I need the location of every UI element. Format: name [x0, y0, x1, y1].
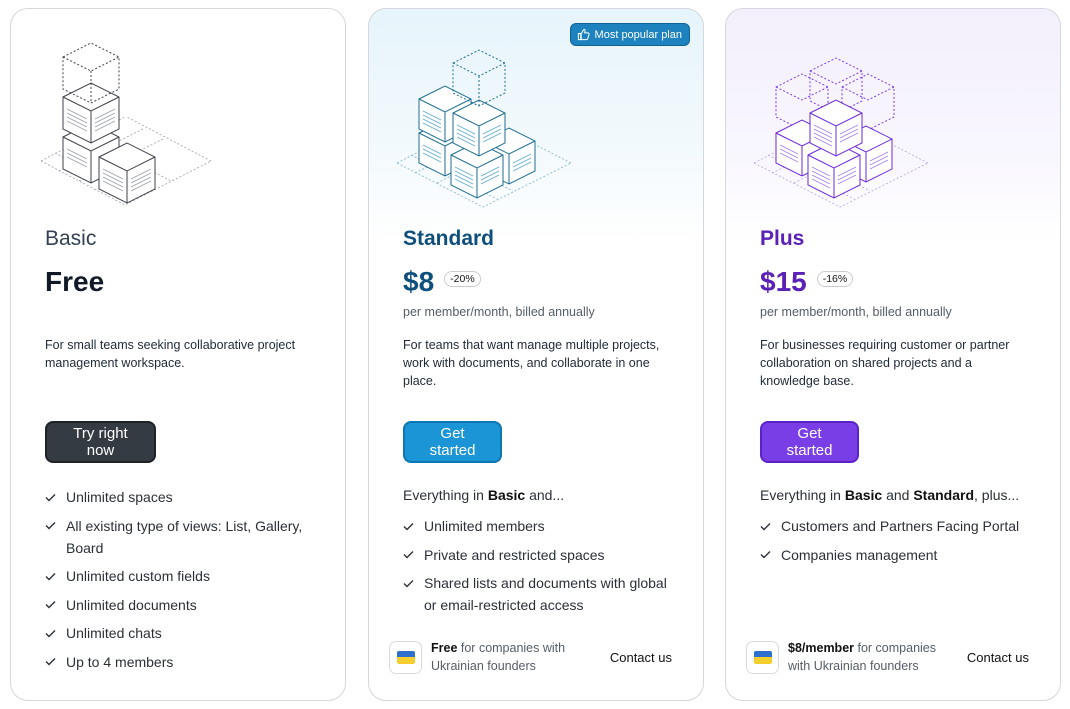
check-icon — [403, 572, 424, 594]
feature-list: Customers and Partners Facing Portal Com… — [760, 515, 1030, 572]
list-item: Unlimited chats — [45, 622, 315, 644]
try-right-now-button[interactable]: Try right now — [45, 421, 156, 463]
billing-note: per member/month, billed annually — [760, 305, 952, 319]
plan-name: Plus — [760, 227, 805, 250]
cubes-illustration — [393, 39, 573, 219]
cubes-illustration — [35, 39, 215, 219]
check-icon — [45, 594, 66, 616]
badge-label: Most popular plan — [594, 28, 682, 41]
most-popular-badge: Most popular plan — [569, 23, 690, 46]
list-item: Unlimited custom fields — [45, 565, 315, 587]
check-icon — [45, 651, 66, 673]
check-icon — [760, 515, 781, 537]
contact-us-link[interactable]: Contact us — [966, 649, 1029, 665]
list-item: Unlimited documents — [45, 594, 315, 616]
billing-note: per member/month, billed annually — [403, 305, 595, 319]
cubes-standard-icon — [396, 49, 572, 208]
cubes-illustration — [750, 39, 930, 219]
features-intro: Everything in Basic and... — [403, 487, 565, 503]
discount-badge: -16% — [816, 271, 854, 287]
thumbs-up-icon — [577, 28, 590, 41]
check-icon — [403, 515, 424, 537]
ukraine-offer-text: $8/member for companies with Ukrainian f… — [788, 641, 936, 673]
price-row: $8 -20% — [403, 266, 481, 298]
plan-description: For small teams seeking collaborative pr… — [45, 338, 296, 370]
plan-card-standard: Most popular plan — [368, 8, 704, 701]
check-icon — [45, 622, 66, 644]
check-icon — [45, 565, 66, 587]
plan-description: For teams that want manage multiple proj… — [403, 338, 660, 388]
list-item: Companies management — [760, 544, 1030, 566]
feature-list: Unlimited members Private and restricted… — [403, 515, 673, 623]
ukraine-flag-icon — [389, 640, 422, 674]
list-item: Private and restricted spaces — [403, 544, 673, 566]
features-intro: Everything in Basic and Standard, plus..… — [760, 487, 1020, 503]
get-started-standard-button[interactable]: Get started — [403, 421, 502, 463]
cubes-plus-icon — [753, 57, 929, 208]
plan-name: Standard — [403, 227, 495, 250]
list-item: Unlimited members — [403, 515, 673, 537]
list-item: Unlimited spaces — [45, 486, 315, 508]
contact-us-link[interactable]: Contact us — [609, 649, 672, 665]
plan-card-basic: Basic Free For small teams seeking colla… — [10, 8, 346, 701]
discount-badge: -20% — [444, 271, 481, 287]
list-item: Up to 4 members — [45, 651, 315, 673]
ukraine-offer: Free for companies with Ukrainian founde… — [389, 639, 683, 675]
plan-price: $15 — [760, 266, 807, 297]
plan-description: For businesses requiring customer or par… — [760, 338, 1010, 388]
check-icon — [45, 486, 66, 508]
check-icon — [45, 515, 66, 537]
check-icon — [760, 544, 781, 566]
list-item: Customers and Partners Facing Portal — [760, 515, 1030, 537]
list-item: All existing type of views: List, Galler… — [45, 515, 315, 559]
plan-name: Basic — [45, 227, 97, 250]
plan-price: $8 — [403, 266, 435, 297]
price-row: $15 -16% — [760, 266, 854, 298]
ukraine-flag-icon — [746, 640, 779, 674]
plan-card-plus: Plus $15 -16% per member/month, billed a… — [725, 8, 1061, 701]
ukraine-offer: $8/member for companies with Ukrainian f… — [746, 639, 1040, 675]
list-item: Shared lists and documents with global o… — [403, 572, 673, 616]
get-started-plus-button[interactable]: Get started — [760, 421, 859, 463]
ukraine-offer-text: Free for companies with Ukrainian founde… — [431, 641, 566, 673]
plan-price: Free — [45, 266, 105, 297]
check-icon — [403, 544, 424, 566]
price-row: Free — [45, 266, 104, 298]
feature-list: Unlimited spaces All existing type of vi… — [45, 486, 315, 679]
cubes-basic-icon — [40, 42, 212, 206]
